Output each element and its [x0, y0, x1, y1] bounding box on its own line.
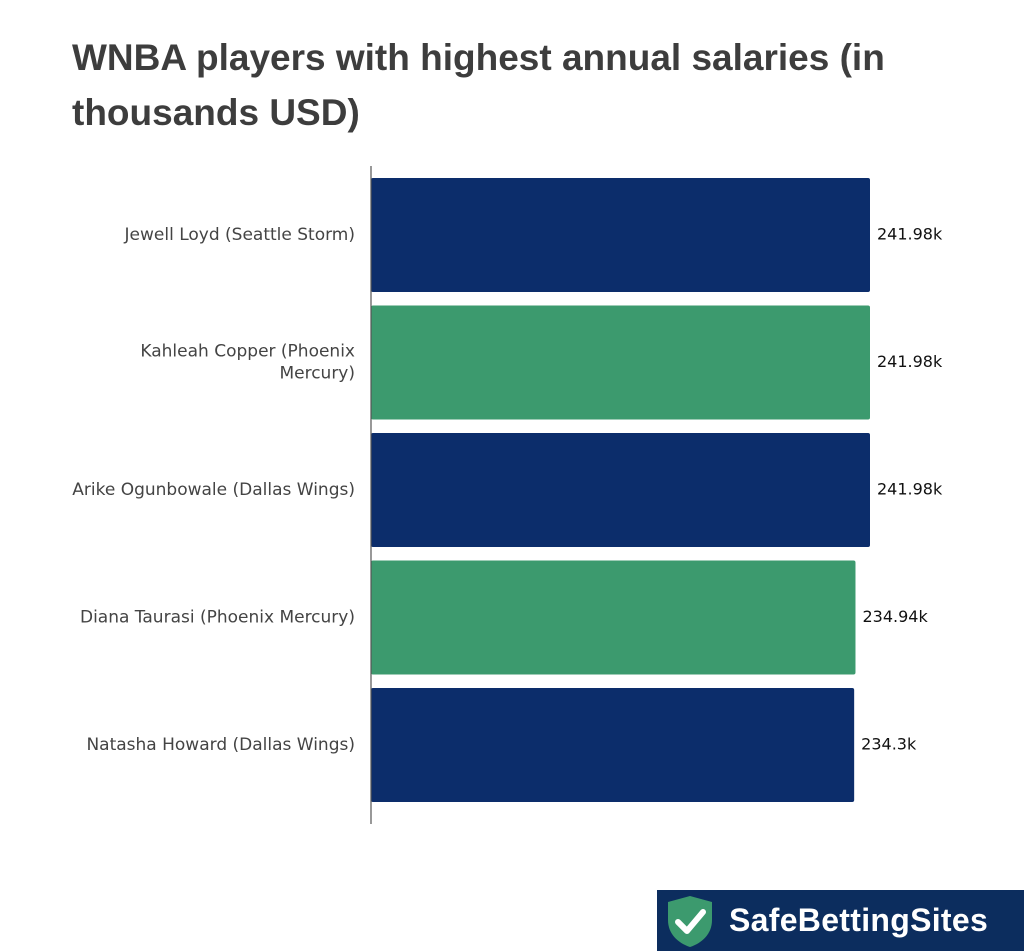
category-labels-group: Jewell Loyd (Seattle Storm) Kahleah Coppe…	[72, 225, 355, 755]
bar-2	[371, 305, 870, 420]
bar-chart: Jewell Loyd (Seattle Storm) Kahleah Coppe…	[72, 166, 943, 824]
brand-logo: SafeBettingSites	[657, 890, 1024, 951]
value-labels-group: 241.98k 241.98k 241.98k 234.94k 234.3k	[861, 225, 943, 754]
category-label-1: Jewell Loyd (Seattle Storm)	[124, 225, 355, 245]
value-label-4: 234.94k	[862, 607, 928, 626]
chart-title: WNBA players with highest annual salarie…	[72, 37, 885, 133]
shield-shape	[668, 895, 712, 947]
category-label-3: Arike Ogunbowale (Dallas Wings)	[72, 480, 355, 500]
brand-name: SafeBettingSites	[729, 902, 989, 938]
bar-4	[371, 560, 856, 675]
category-label-4: Diana Taurasi (Phoenix Mercury)	[80, 608, 355, 628]
value-label-5: 234.3k	[861, 735, 917, 754]
category-label-5: Natasha Howard (Dallas Wings)	[86, 735, 355, 755]
bar-3	[371, 433, 870, 547]
bar-1	[371, 178, 870, 292]
bars-group	[371, 178, 870, 802]
value-label-2: 241.98k	[877, 352, 943, 371]
checkmark-shape	[675, 908, 706, 934]
value-label-1: 241.98k	[877, 225, 943, 244]
category-label-line: Diana Taurasi (Phoenix Mercury)	[80, 608, 355, 628]
category-label-line: Arike Ogunbowale (Dallas Wings)	[72, 480, 355, 500]
category-label-line: Natasha Howard (Dallas Wings)	[86, 735, 355, 755]
shield-check-icon	[668, 895, 712, 947]
bar-5	[371, 688, 855, 802]
category-label-2: Kahleah Copper (Phoenix Mercury)	[140, 342, 355, 384]
category-label-line: Jewell Loyd (Seattle Storm)	[124, 225, 355, 245]
value-label-3: 241.98k	[877, 480, 943, 499]
category-label-line: Kahleah Copper (Phoenix	[140, 342, 355, 362]
category-label-line: Mercury)	[279, 364, 355, 384]
